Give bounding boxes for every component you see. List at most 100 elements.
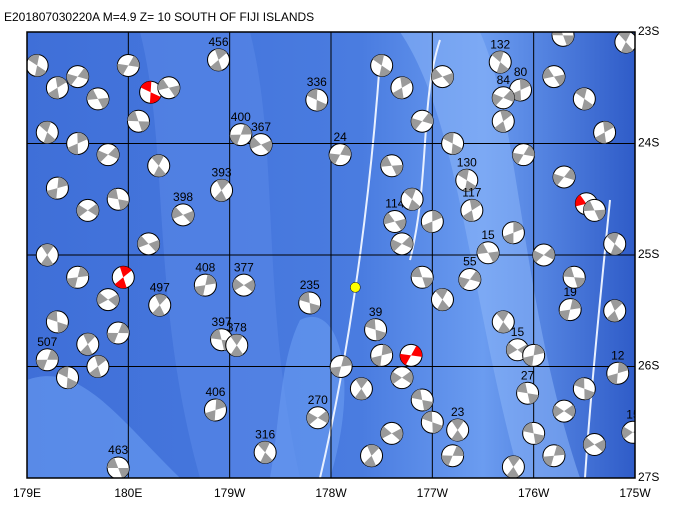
compression-quadrant [27, 54, 47, 77]
beachball [126, 109, 150, 133]
compression-quadrant [583, 437, 606, 452]
compression-quadrant [573, 377, 595, 400]
beachball [501, 455, 525, 478]
compression-quadrant [451, 419, 464, 442]
compression-quadrant [46, 177, 69, 200]
compression-quadrant [400, 345, 423, 365]
beachball [621, 420, 635, 444]
beachball [96, 288, 120, 312]
beachball [522, 421, 546, 445]
depth-label: 15 [481, 228, 495, 242]
map-title: E201807030220A M=4.9 Z= 10 SOUTH OF FIJI… [4, 10, 314, 24]
compression-quadrant [442, 132, 463, 155]
depth-label: 15 [619, 17, 633, 31]
compression-quadrant [421, 411, 443, 434]
beachball [491, 109, 515, 133]
compression-quadrant [306, 410, 329, 425]
beachball [603, 299, 627, 323]
epicenter [350, 282, 361, 293]
beachball [45, 176, 69, 200]
depth-label: 507 [37, 335, 57, 349]
compression-quadrant [210, 48, 227, 71]
beachball [193, 273, 217, 297]
beachball-circle [225, 333, 249, 357]
compression-quadrant [496, 310, 511, 333]
beachball [360, 444, 384, 468]
compression-quadrant [457, 169, 477, 192]
compression-quadrant [503, 221, 524, 244]
depth-label: 397 [212, 315, 232, 329]
beachball [441, 444, 465, 468]
beachball [45, 76, 69, 100]
compression-quadrant [229, 124, 252, 145]
beachball [491, 86, 515, 110]
compression-quadrant [117, 55, 140, 75]
beachball [35, 120, 59, 144]
frame [26, 31, 636, 479]
compression-quadrant [542, 445, 565, 467]
beachball [458, 268, 482, 292]
x-tick-label: 179E [13, 486, 41, 500]
beachball [253, 440, 277, 464]
beachball [329, 355, 353, 378]
compression-quadrant [257, 441, 273, 464]
compression-quadrant [492, 89, 515, 106]
beachball [157, 76, 181, 100]
compression-quadrant [411, 112, 434, 130]
beachball [116, 53, 140, 77]
beachball [171, 203, 195, 227]
beachball [380, 421, 404, 445]
depth-label: 316 [255, 428, 275, 442]
depth-label: 37 [556, 11, 570, 25]
compression-quadrant [512, 145, 535, 165]
compression-quadrant [371, 344, 393, 367]
depth-label: 456 [209, 35, 229, 49]
compression-quadrant [606, 232, 623, 255]
compression-quadrant [230, 334, 244, 357]
y-tick-label: 25S [638, 247, 659, 261]
beachball [210, 178, 234, 202]
depth-label: 55 [463, 255, 477, 269]
compression-quadrant [66, 266, 89, 288]
compression-quadrant [458, 270, 481, 289]
compression-quadrant [491, 51, 509, 74]
compression-quadrant [380, 155, 403, 176]
compression-quadrant [553, 168, 576, 186]
compression-quadrant [204, 399, 226, 421]
x-tick-label: 175W [619, 486, 651, 500]
compression-quadrant [552, 32, 575, 46]
beachball [491, 310, 515, 334]
beachball [383, 210, 407, 234]
beachball [298, 291, 322, 315]
beachball [582, 433, 606, 457]
compression-quadrant [563, 266, 586, 288]
beachball [147, 154, 171, 178]
depth-label: 12 [611, 348, 625, 362]
beachball [410, 109, 434, 133]
depth-label: 132 [490, 37, 510, 51]
depth-label: 378 [227, 320, 247, 334]
beachball [532, 243, 556, 267]
beachball [35, 243, 59, 267]
y-tick-label: 24S [638, 136, 659, 150]
beachball [106, 321, 130, 345]
depth-label: 408 [195, 260, 215, 274]
compression-quadrant [431, 68, 454, 85]
compression-quadrant [354, 377, 368, 400]
compression-quadrant [107, 457, 130, 478]
depth-label: 130 [457, 155, 477, 169]
compression-quadrant [411, 266, 434, 288]
compression-quadrant [618, 32, 634, 54]
compression-quadrant [114, 266, 132, 289]
compression-quadrant [46, 310, 68, 333]
depth-label: 23 [451, 405, 465, 419]
depth-label: 27 [521, 368, 535, 382]
beachball [582, 198, 606, 222]
beachball [66, 65, 90, 89]
compression-quadrant [86, 89, 109, 109]
beachball [460, 198, 484, 222]
beachball [328, 143, 352, 167]
beachball [139, 80, 163, 104]
beachball [56, 366, 80, 390]
